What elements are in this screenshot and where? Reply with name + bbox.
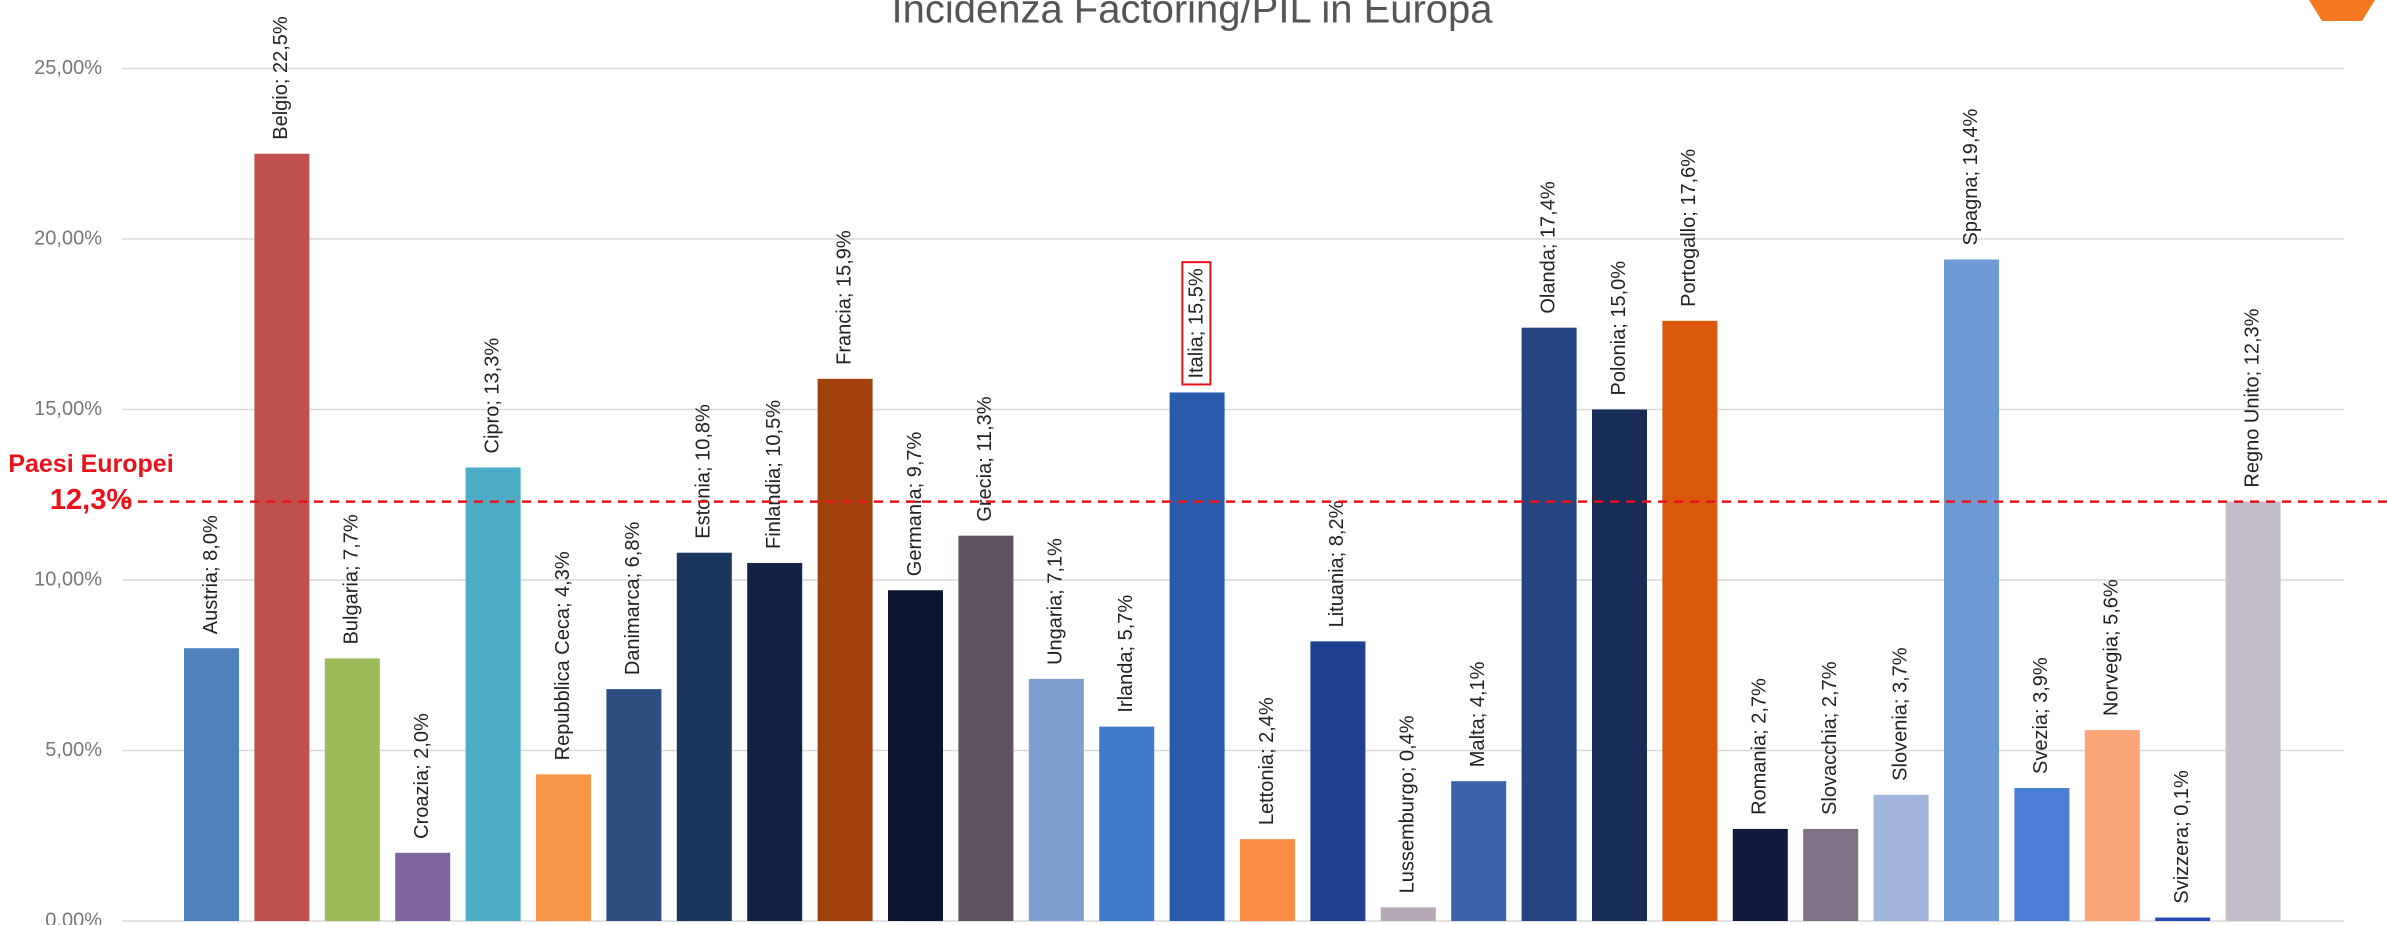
data-label: Germania; 9,7% xyxy=(904,432,926,577)
bar xyxy=(1803,828,1859,921)
data-label: Austria; 8,0% xyxy=(200,515,222,634)
data-label: Slovenia; 3,7% xyxy=(1889,647,1911,781)
data-label: Regno Unito; 12,3% xyxy=(2241,308,2263,487)
bar xyxy=(817,378,873,921)
reference-label: Paesi Europei xyxy=(8,450,173,478)
bar xyxy=(1592,409,1647,921)
logo-shape xyxy=(2309,0,2375,21)
data-label: Cipro; 13,3% xyxy=(481,338,503,454)
bar xyxy=(1099,726,1155,921)
data-label: Olanda; 17,4% xyxy=(1537,181,1559,314)
bar xyxy=(1240,839,1295,921)
bar xyxy=(536,774,591,921)
y-tick-label: 25,00% xyxy=(34,57,102,79)
bar xyxy=(1451,781,1507,921)
bar xyxy=(1662,320,1718,922)
data-label: Danimarca; 6,8% xyxy=(622,522,644,676)
data-label: Svezia; 3,9% xyxy=(2030,657,2052,774)
bar xyxy=(1169,392,1225,921)
data-label: Spagna; 19,4% xyxy=(1960,108,1982,245)
data-label: Polonia; 15,0% xyxy=(1608,261,1630,396)
y-tick-label: 15,00% xyxy=(34,398,102,420)
bar xyxy=(1873,794,1929,921)
data-label: Grecia; 11,3% xyxy=(974,396,996,521)
bar xyxy=(676,552,732,921)
data-label: Irlanda; 5,7% xyxy=(1115,595,1137,713)
bar xyxy=(1028,678,1084,921)
bar xyxy=(2155,917,2211,921)
data-label: Belgio; 22,5% xyxy=(270,16,292,140)
data-label: Slovacchia; 2,7% xyxy=(1819,661,1841,815)
bar xyxy=(324,658,380,921)
bar xyxy=(2084,730,2140,921)
data-label: Svizzera; 0,1% xyxy=(2171,770,2193,904)
data-label: Estonia; 10,8% xyxy=(693,404,715,539)
data-label: Finlandia; 10,5% xyxy=(763,400,785,549)
data-label: Malta; 4,1% xyxy=(1467,661,1489,767)
bar xyxy=(1732,828,1788,921)
bar xyxy=(958,535,1014,921)
data-label: Croazia; 2,0% xyxy=(411,713,433,839)
data-label: Bulgaria; 7,7% xyxy=(341,514,363,644)
data-label: Lussemburgo; 0,4% xyxy=(1397,715,1419,893)
reference-value-label: 12,3% xyxy=(50,484,132,516)
data-label: Lettonia; 2,4% xyxy=(1256,697,1278,825)
bar xyxy=(1521,327,1577,921)
bar xyxy=(395,852,451,921)
bar xyxy=(1944,259,1999,922)
data-label: Lituania; 8,2% xyxy=(1326,500,1348,627)
y-tick-label: 0,00% xyxy=(45,909,102,925)
bar xyxy=(254,153,310,921)
data-label: Norvegia; 5,6% xyxy=(2101,579,2123,716)
data-label: Francia; 15,9% xyxy=(833,230,855,365)
data-label: Romania; 2,7% xyxy=(1749,678,1771,815)
label-highlight xyxy=(1181,261,1212,386)
bar xyxy=(1380,907,1436,921)
bar xyxy=(1310,641,1366,921)
bar xyxy=(2225,501,2281,921)
bar xyxy=(2014,788,2070,921)
bar xyxy=(465,467,521,921)
bar xyxy=(747,562,803,921)
data-label: Portogallo; 17,6% xyxy=(1678,149,1700,307)
y-tick-label: 20,00% xyxy=(34,227,102,249)
bar xyxy=(888,590,943,921)
y-tick-label: 10,00% xyxy=(34,568,102,590)
data-label: Repubblica Ceca; 4,3% xyxy=(552,551,574,760)
data-label: Italia; 15,5% xyxy=(1185,268,1207,378)
bar xyxy=(606,689,662,921)
y-tick-label: 5,00% xyxy=(45,739,102,761)
bar xyxy=(184,648,239,921)
data-label: Ungaria; 7,1% xyxy=(1045,538,1067,665)
chart-title: Incidenza Factoring/PIL in Europa xyxy=(891,0,1493,32)
